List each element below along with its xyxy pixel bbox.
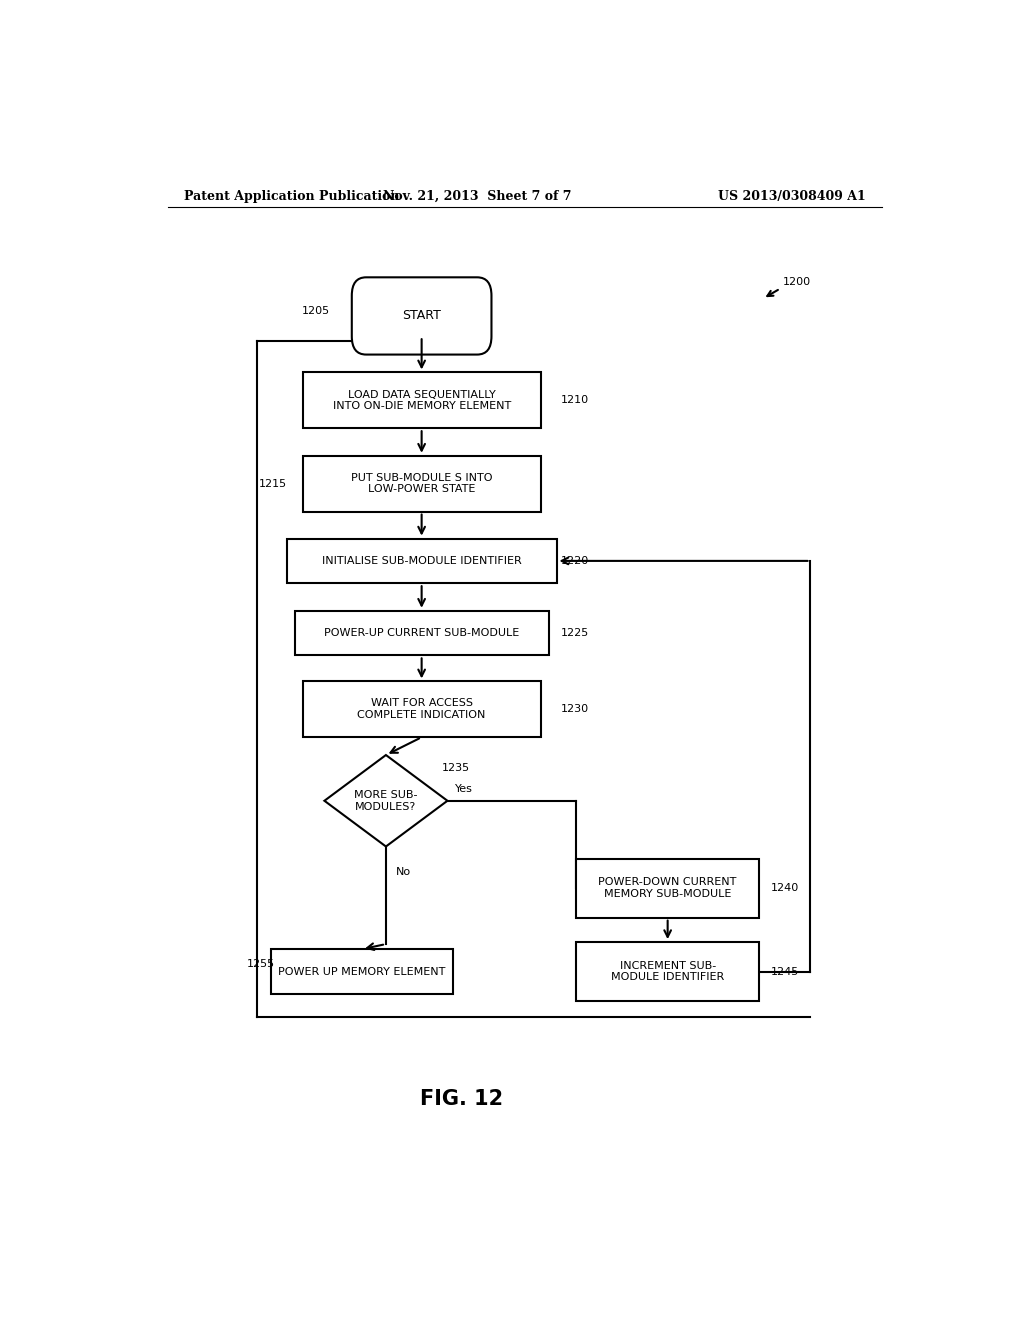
Text: POWER-UP CURRENT SUB-MODULE: POWER-UP CURRENT SUB-MODULE [324,628,519,638]
Text: WAIT FOR ACCESS
COMPLETE INDICATION: WAIT FOR ACCESS COMPLETE INDICATION [357,698,485,721]
FancyBboxPatch shape [303,681,541,738]
Text: 1240: 1240 [771,883,799,894]
Text: 1220: 1220 [560,556,589,566]
FancyBboxPatch shape [303,372,541,428]
Text: 1210: 1210 [560,395,589,405]
Text: 1255: 1255 [247,960,274,969]
Text: MORE SUB-
MODULES?: MORE SUB- MODULES? [354,789,418,812]
Text: Yes: Yes [456,784,473,793]
FancyBboxPatch shape [295,611,549,656]
Text: LOAD DATA SEQUENTIALLY
INTO ON-DIE MEMORY ELEMENT: LOAD DATA SEQUENTIALLY INTO ON-DIE MEMOR… [333,389,511,411]
Text: 1230: 1230 [560,705,589,714]
Text: Nov. 21, 2013  Sheet 7 of 7: Nov. 21, 2013 Sheet 7 of 7 [383,190,571,202]
Text: START: START [402,309,441,322]
Text: 1225: 1225 [560,628,589,638]
FancyBboxPatch shape [270,949,454,994]
FancyBboxPatch shape [303,455,541,512]
Text: INCREMENT SUB-
MODULE IDENTIFIER: INCREMENT SUB- MODULE IDENTIFIER [611,961,724,982]
Text: Patent Application Publication: Patent Application Publication [183,190,399,202]
FancyBboxPatch shape [577,859,759,917]
Text: US 2013/0308409 A1: US 2013/0308409 A1 [718,190,866,202]
Text: 1205: 1205 [302,306,331,315]
Text: POWER-DOWN CURRENT
MEMORY SUB-MODULE: POWER-DOWN CURRENT MEMORY SUB-MODULE [598,878,737,899]
FancyBboxPatch shape [287,539,557,583]
Text: FIG. 12: FIG. 12 [420,1089,503,1109]
Text: INITIALISE SUB-MODULE IDENTIFIER: INITIALISE SUB-MODULE IDENTIFIER [322,556,521,566]
Text: 1200: 1200 [782,277,811,288]
FancyBboxPatch shape [577,942,759,1001]
Text: No: No [395,867,411,876]
Polygon shape [325,755,447,846]
Text: 1235: 1235 [441,763,470,774]
Text: PUT SUB-MODULE S INTO
LOW-POWER STATE: PUT SUB-MODULE S INTO LOW-POWER STATE [351,473,493,495]
Text: 1215: 1215 [259,479,287,488]
Text: POWER UP MEMORY ELEMENT: POWER UP MEMORY ELEMENT [279,966,445,977]
FancyBboxPatch shape [352,277,492,355]
Text: 1245: 1245 [771,966,799,977]
